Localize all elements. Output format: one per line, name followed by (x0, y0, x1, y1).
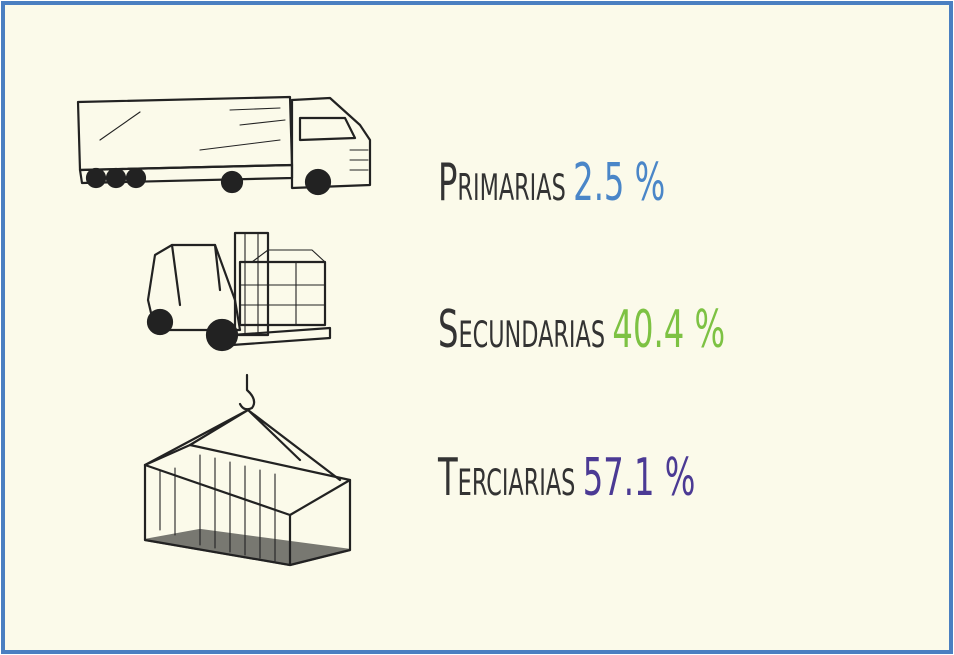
stat-label: Terciarias (437, 448, 575, 508)
stat-row: Terciarias 57.1 % (437, 448, 695, 508)
stat-label: Primarias (438, 153, 566, 213)
truck-icon (76, 95, 372, 196)
stat-value: 40.4 % (612, 300, 725, 360)
stat-row: Secundarias 40.4 % (438, 300, 725, 360)
container-icon (143, 373, 352, 567)
stat-value: 2.5 % (573, 153, 665, 213)
stat-text: Terciarias 57.1 % (437, 448, 695, 508)
stat-label: Secundarias (438, 300, 605, 360)
stat-row: Primarias 2.5 % (438, 153, 665, 213)
stat-text: Secundarias 40.4 % (438, 300, 725, 360)
forklift-icon (146, 231, 332, 352)
stat-text: Primarias 2.5 % (438, 153, 665, 213)
stat-value: 57.1 % (583, 448, 696, 508)
